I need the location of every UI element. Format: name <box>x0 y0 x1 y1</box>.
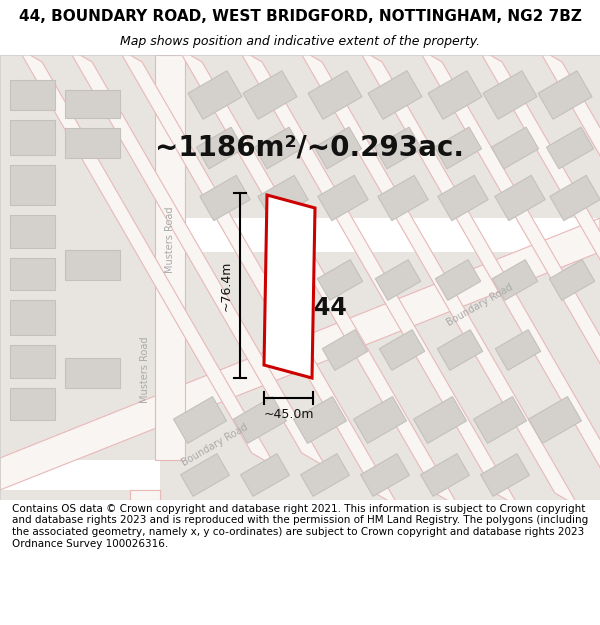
Polygon shape <box>358 48 600 507</box>
Polygon shape <box>353 397 406 443</box>
Polygon shape <box>196 127 244 169</box>
Polygon shape <box>374 127 422 169</box>
Polygon shape <box>375 259 421 301</box>
Polygon shape <box>10 258 55 290</box>
Text: 44, BOUNDARY ROAD, WEST BRIDGFORD, NOTTINGHAM, NG2 7BZ: 44, BOUNDARY ROAD, WEST BRIDGFORD, NOTTI… <box>19 9 581 24</box>
Polygon shape <box>491 127 539 169</box>
Polygon shape <box>495 329 541 371</box>
Polygon shape <box>10 120 55 155</box>
Polygon shape <box>435 259 481 301</box>
Polygon shape <box>318 176 368 221</box>
Polygon shape <box>314 127 362 169</box>
Polygon shape <box>438 176 488 221</box>
Polygon shape <box>155 55 185 460</box>
Polygon shape <box>437 329 483 371</box>
Polygon shape <box>258 176 308 221</box>
Polygon shape <box>301 454 349 496</box>
Polygon shape <box>18 48 276 467</box>
Polygon shape <box>173 397 226 443</box>
Polygon shape <box>181 454 229 496</box>
Polygon shape <box>317 259 363 301</box>
Polygon shape <box>185 55 600 218</box>
Polygon shape <box>10 345 55 378</box>
Text: Boundary Road: Boundary Road <box>180 422 250 468</box>
Text: Contains OS data © Crown copyright and database right 2021. This information is : Contains OS data © Crown copyright and d… <box>12 504 588 549</box>
Polygon shape <box>308 71 362 119</box>
Polygon shape <box>547 127 593 169</box>
Polygon shape <box>200 176 250 221</box>
Polygon shape <box>10 388 55 420</box>
Polygon shape <box>0 490 130 500</box>
Polygon shape <box>65 358 120 388</box>
Polygon shape <box>481 454 529 496</box>
Polygon shape <box>130 490 160 500</box>
Text: ~76.4m: ~76.4m <box>220 260 233 311</box>
Polygon shape <box>298 48 579 507</box>
Polygon shape <box>10 215 55 248</box>
Polygon shape <box>520 435 600 500</box>
Text: Map shows position and indicative extent of the property.: Map shows position and indicative extent… <box>120 35 480 48</box>
Text: Boundary Road: Boundary Road <box>445 282 515 328</box>
Polygon shape <box>233 397 286 443</box>
Polygon shape <box>0 218 600 490</box>
Polygon shape <box>483 71 537 119</box>
Polygon shape <box>378 176 428 221</box>
Polygon shape <box>492 259 538 301</box>
Polygon shape <box>264 195 315 378</box>
Polygon shape <box>538 48 600 507</box>
Polygon shape <box>254 127 302 169</box>
Polygon shape <box>413 397 466 443</box>
Polygon shape <box>10 80 55 110</box>
Polygon shape <box>293 397 346 443</box>
Polygon shape <box>241 454 289 496</box>
Polygon shape <box>473 397 526 443</box>
Text: Musters Road: Musters Road <box>165 207 175 273</box>
Polygon shape <box>495 176 545 221</box>
Polygon shape <box>529 397 581 443</box>
Polygon shape <box>178 48 459 507</box>
Polygon shape <box>10 300 55 335</box>
Polygon shape <box>421 454 469 496</box>
Polygon shape <box>65 250 120 280</box>
Polygon shape <box>418 48 600 507</box>
Polygon shape <box>379 329 425 371</box>
Text: ~1186m²/~0.293ac.: ~1186m²/~0.293ac. <box>155 134 464 162</box>
Polygon shape <box>243 71 297 119</box>
Polygon shape <box>65 128 120 158</box>
Polygon shape <box>238 48 519 507</box>
Polygon shape <box>160 252 600 500</box>
Polygon shape <box>130 490 160 500</box>
Text: 44: 44 <box>314 296 346 320</box>
Text: Musters Road: Musters Road <box>140 337 150 403</box>
Polygon shape <box>434 127 482 169</box>
Text: ~45.0m: ~45.0m <box>263 408 314 421</box>
Polygon shape <box>428 71 482 119</box>
Polygon shape <box>118 48 399 507</box>
Polygon shape <box>361 454 409 496</box>
Polygon shape <box>478 48 600 507</box>
Polygon shape <box>0 55 155 460</box>
Polygon shape <box>538 71 592 119</box>
Polygon shape <box>65 90 120 118</box>
Polygon shape <box>550 176 600 221</box>
Polygon shape <box>368 71 422 119</box>
Polygon shape <box>188 71 242 119</box>
Polygon shape <box>10 165 55 205</box>
Polygon shape <box>68 48 326 467</box>
Polygon shape <box>322 329 368 371</box>
Polygon shape <box>549 259 595 301</box>
